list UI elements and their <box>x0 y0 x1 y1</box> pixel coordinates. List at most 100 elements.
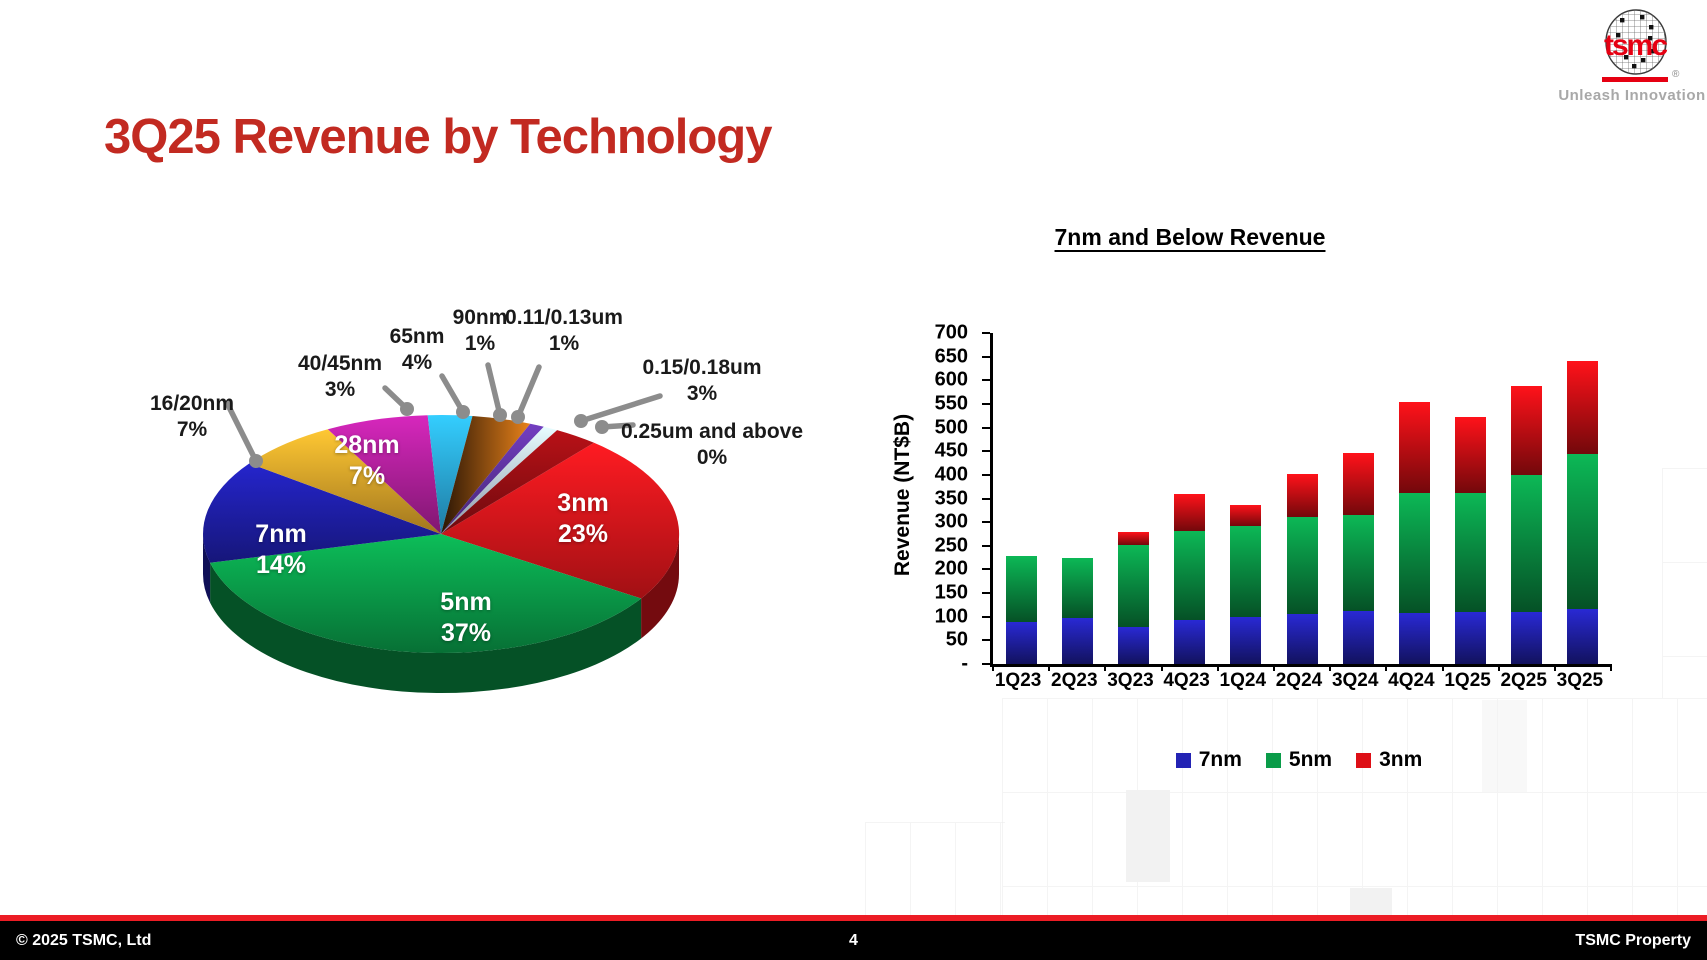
logo-tagline: Unleash Innovation <box>1558 87 1706 104</box>
background-pattern-cell <box>1126 790 1170 882</box>
pie-slice-0.11/0.13um <box>441 426 558 534</box>
pie-leader-line <box>382 385 410 412</box>
legend-item-5nm: 5nm <box>1265 748 1333 772</box>
x-tick-mark <box>1497 664 1500 671</box>
pie-leader-dot <box>574 414 588 428</box>
bar-segment-7nm-3Q24 <box>1342 611 1374 664</box>
footer-property: TSMC Property <box>1575 931 1691 949</box>
pie-leader-line <box>439 373 466 415</box>
bar-segment-3nm-2Q25 <box>1511 385 1543 476</box>
footer-page-number: 4 <box>849 931 858 949</box>
y-tick-mark <box>982 663 990 665</box>
bar-segment-5nm-2Q25 <box>1511 475 1543 612</box>
bar-segment-5nm-1Q24 <box>1230 525 1262 617</box>
y-tick-label: 350 <box>934 487 968 509</box>
y-tick-label: 550 <box>934 392 968 415</box>
bar-segment-5nm-2Q24 <box>1286 516 1318 615</box>
x-tick-mark <box>1610 664 1612 671</box>
bar-segment-5nm-3Q25 <box>1567 454 1599 609</box>
x-tick-label: 4Q24 <box>1388 670 1435 691</box>
pie-slice-90nm <box>441 423 544 534</box>
x-tick-mark <box>992 664 994 671</box>
y-tick-mark <box>982 473 990 476</box>
pie-leader-line <box>515 364 542 420</box>
y-tick-mark <box>982 450 990 453</box>
background-pattern <box>1002 698 1707 915</box>
bar-segment-5nm-4Q24 <box>1398 493 1430 614</box>
x-tick-label: 3Q25 <box>1556 670 1604 691</box>
legend-label: 5nm <box>1288 748 1333 771</box>
x-tick-mark <box>1160 664 1163 671</box>
y-tick-mark <box>982 379 990 382</box>
bar-y-ticks: -50 100 150 200 250 300 350 400 450 500 550 600 650 7… <box>872 322 968 675</box>
y-tick-label: 650 <box>934 345 968 368</box>
bar-segment-5nm-4Q23 <box>1174 530 1206 621</box>
y-tick-label: 50 <box>945 628 968 651</box>
y-tick-mark <box>982 426 990 429</box>
pie-label-65nm: 65nm 4% <box>389 325 445 374</box>
legend-swatch-5nm <box>1265 752 1281 768</box>
wafer-logo-icon <box>1605 9 1667 75</box>
pie-label-5nm: 5nm 37% <box>440 588 492 647</box>
x-tick-mark <box>1385 664 1388 671</box>
footer-red-line <box>0 915 1707 921</box>
bar-segment-5nm-1Q25 <box>1455 492 1486 613</box>
background-pattern-cell <box>1350 888 1392 915</box>
x-tick-label: 4Q23 <box>1163 670 1210 691</box>
y-tick-label: 450 <box>934 439 968 462</box>
y-tick-mark <box>982 332 990 334</box>
y-tick-mark <box>982 355 990 358</box>
pie-rim-5nm <box>210 562 642 694</box>
y-tick-mark <box>982 544 990 547</box>
pie-label-28nm: 28nm 7% <box>334 431 400 490</box>
legend-item-7nm: 7nm <box>1175 748 1242 772</box>
bar-segment-5nm-3Q24 <box>1342 514 1374 612</box>
y-tick-label: 150 <box>934 581 968 604</box>
pie-leader-dot <box>511 410 525 424</box>
y-tick-label: 200 <box>934 557 968 580</box>
y-tick-mark <box>982 521 990 524</box>
pie-slice-40/45nm <box>427 414 473 534</box>
pie-label-025um-and-above: 0.25um and above 0% <box>620 420 804 469</box>
y-tick-mark <box>982 568 990 571</box>
pie-rim-3nm <box>641 534 680 639</box>
y-tick-label: 400 <box>934 463 968 486</box>
legend-item-3nm: 3nm <box>1356 748 1422 772</box>
bar-segment-7nm-4Q23 <box>1174 620 1206 664</box>
x-tick-label: 3Q23 <box>1107 670 1154 691</box>
pie-label-3nm: 3nm 23% <box>557 489 609 548</box>
y-tick-label: 300 <box>934 510 968 533</box>
x-tick-mark <box>1441 664 1444 671</box>
pie-slice-65nm <box>441 416 531 534</box>
x-tick-label: 2Q23 <box>1051 670 1098 691</box>
bar-segment-3nm-1Q25 <box>1455 417 1486 493</box>
pie-label-16-20nm: 16/20nm 7% <box>149 392 235 441</box>
legend-swatch-3nm <box>1356 752 1372 768</box>
y-tick-label: 700 <box>934 321 968 344</box>
bar-plot <box>982 332 1612 671</box>
pie-leader-dot <box>249 454 263 468</box>
tsmc-brand-text: tsmc <box>1603 29 1668 62</box>
bar-segment-3nm-3Q25 <box>1567 361 1599 455</box>
bar-segment-5nm-1Q23 <box>1005 556 1037 623</box>
y-tick-label: - <box>961 652 968 675</box>
y-tick-mark <box>982 615 990 618</box>
logo-underline <box>1602 77 1668 82</box>
pie-label-90nm: 90nm 1% <box>452 306 508 355</box>
bar-segment-7nm-1Q24 <box>1230 616 1262 664</box>
legend-label: 7nm <box>1198 748 1242 771</box>
background-pattern <box>1662 468 1707 698</box>
y-tick-mark <box>982 402 990 405</box>
bar-chart-title: 7nm and Below Revenue <box>1054 224 1326 250</box>
bar-segment-7nm-2Q25 <box>1511 612 1543 664</box>
x-tick-label: 2Q24 <box>1275 670 1323 691</box>
x-tick-label: 1Q25 <box>1444 670 1491 691</box>
y-tick-mark <box>982 592 990 595</box>
registered-mark: ® <box>1672 69 1680 80</box>
legend-swatch-7nm <box>1175 752 1191 768</box>
bar-segment-5nm-3Q23 <box>1118 544 1149 628</box>
bar-x-labels: 1Q23 2Q23 3Q23 4Q23 1Q24 2Q24 3Q24 4Q24 1Q25 2Q25… <box>990 670 1608 696</box>
x-tick-label: 1Q24 <box>1219 670 1267 691</box>
x-tick-mark <box>1216 664 1219 671</box>
